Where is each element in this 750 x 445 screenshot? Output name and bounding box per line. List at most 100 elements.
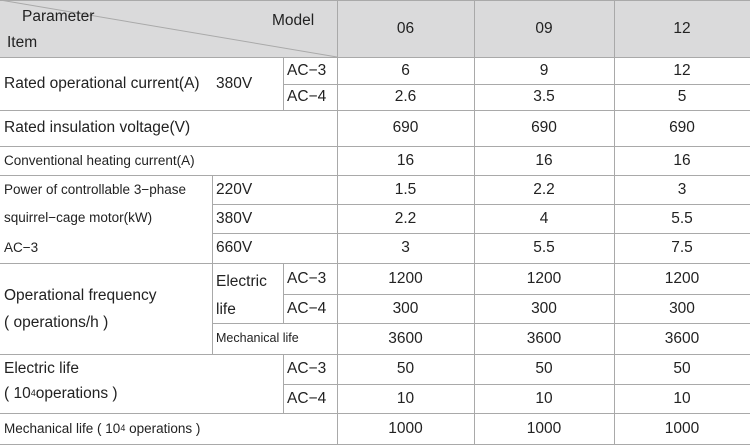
op-frequency-value: 300 [669,299,695,317]
header-parameter-label: Parameter [22,8,95,26]
electric-life-category: AC−4 [287,389,327,407]
electric-life-value: 10 [673,389,691,407]
rated-current-category: AC−4 [287,88,327,106]
row-divider [0,110,750,111]
column-divider [614,0,615,445]
electric-life-unit-prefix: ( 10 [4,385,31,403]
row-divider [283,384,750,385]
operational-frequency-label: Operational frequency [4,287,157,305]
insulation-voltage-value: 690 [669,119,695,137]
model-06-header: 06 [396,19,415,37]
motor-power-value: 4 [539,209,549,227]
rated-current-value: 3.5 [533,88,555,106]
column-divider [337,0,338,445]
heating-current-value: 16 [673,151,691,169]
motor-power-label-line: Power of controllable 3−phase [4,182,186,198]
column-divider [212,263,213,354]
rated-current-value: 2.6 [394,88,417,106]
motor-power-value: 7.5 [671,239,693,257]
op-frequency-value: 1200 [388,270,423,288]
rated-current-label: Rated operational current(A) [4,74,200,92]
row-divider [0,0,750,1]
row-divider [0,175,750,176]
column-divider [212,175,213,263]
mechanical-life-label: Mechanical life ( 10 4 operations ) [0,413,200,445]
motor-power-label-line: squirrel−cage motor(kW) [4,210,153,226]
electric-life-value: 50 [673,360,691,378]
electric-life-value: 10 [396,389,415,407]
model-12-header: 12 [673,19,691,37]
op-mechanical-life-label: Mechanical life [216,331,299,346]
row-divider [0,57,750,58]
electric-life-unit-suffix: operations ) [35,385,118,403]
column-divider [283,263,284,323]
electric-life-value: 50 [396,360,415,378]
heating-current-label: Conventional heating current(A) [4,152,195,168]
rated-current-value: 9 [539,61,549,79]
rated-current-value: 6 [401,61,410,79]
row-divider [283,294,750,295]
rated-current-voltage: 380V [216,74,253,92]
op-frequency-value: 1200 [526,270,562,288]
mechanical-life-value: 1000 [526,420,562,438]
mechanical-life-label-suffix: operations ) [125,421,201,437]
op-electric-life-label: life [216,301,236,319]
motor-power-voltage: 660V [216,239,253,257]
mechanical-life-value: 1000 [664,420,700,438]
row-divider [212,204,750,205]
heating-current-value: 16 [396,151,415,169]
electric-life-unit: ( 10 4 operations ) [0,381,118,407]
electric-life-label: Electric life [4,360,79,378]
row-divider [0,354,750,355]
motor-power-value: 5.5 [671,209,693,227]
motor-power-label-line: AC−3 [4,239,39,255]
header-model-label: Model [272,12,315,30]
op-electric-life-label: Electric [216,273,267,291]
header-diagonal [0,0,337,57]
column-divider [283,57,284,110]
op-frequency-value: 1200 [664,270,700,288]
electric-life-value: 10 [535,389,553,407]
op-mechanical-value: 3600 [664,329,700,347]
row-divider [212,323,750,324]
motor-power-value: 3 [677,180,687,198]
rated-current-value: 5 [677,88,687,106]
motor-power-voltage: 220V [216,180,253,198]
rated-current-category: AC−3 [287,61,327,79]
op-frequency-value: 300 [392,299,419,317]
column-divider [283,354,284,413]
row-divider [212,233,750,234]
op-frequency-category: AC−3 [287,270,327,288]
mechanical-life-label-exponent: 4 [120,422,126,433]
electric-life-category: AC−3 [287,360,327,378]
header-bg-models [337,0,750,57]
electric-life-unit-exponent: 4 [30,387,36,398]
motor-power-value: 1.5 [394,180,417,198]
mechanical-life-label-prefix: Mechanical life ( 10 [4,421,121,437]
motor-power-value: 2.2 [533,180,555,198]
row-divider [0,146,750,147]
insulation-voltage-value: 690 [392,119,419,137]
motor-power-value: 2.2 [394,209,417,227]
row-divider [283,84,750,85]
rated-current-value: 12 [673,61,691,79]
electric-life-value: 50 [535,360,553,378]
operational-frequency-unit: ( operations/h ) [4,314,109,332]
header-item-label: Item [7,34,38,52]
motor-power-voltage: 380V [216,209,253,227]
mechanical-life-value: 1000 [388,420,423,438]
insulation-voltage-label: Rated insulation voltage(V) [4,119,191,137]
row-divider [0,263,750,264]
op-mechanical-value: 3600 [526,329,562,347]
heating-current-value: 16 [535,151,553,169]
model-09-header: 09 [535,19,553,37]
insulation-voltage-value: 690 [531,119,557,137]
motor-power-value: 5.5 [533,239,555,257]
op-frequency-value: 300 [531,299,557,317]
row-divider [0,413,750,414]
op-frequency-category: AC−4 [287,299,327,317]
op-mechanical-value: 3600 [388,329,423,347]
column-divider [474,0,475,445]
motor-power-value: 3 [401,239,410,257]
